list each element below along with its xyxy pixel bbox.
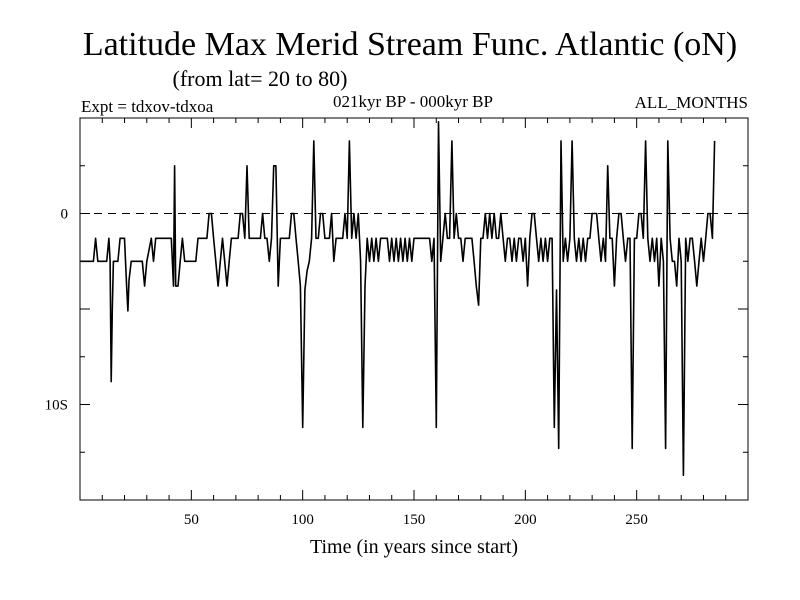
series-line bbox=[80, 121, 716, 476]
y-tick-label: 10S bbox=[45, 398, 68, 414]
x-tick-label: 100 bbox=[291, 512, 314, 528]
x-tick-label: 50 bbox=[184, 512, 199, 528]
y-tick-label: 0 bbox=[61, 207, 69, 223]
x-tick-label: 200 bbox=[514, 512, 537, 528]
x-tick-label: 150 bbox=[403, 512, 426, 528]
x-tick-label: 250 bbox=[625, 512, 648, 528]
period-label: 021kyr BP - 000kyr BP bbox=[333, 92, 493, 111]
months-label: ALL_MONTHS bbox=[635, 93, 748, 112]
x-axis-label: Time (in years since start) bbox=[310, 536, 518, 558]
tick-labels: 50 100 150 200 250 0 10S bbox=[45, 207, 648, 529]
plot-frame bbox=[79, 117, 749, 501]
chart-title: Latitude Max Merid Stream Func. Atlantic… bbox=[83, 26, 737, 63]
chart-subtitle: (from lat= 20 to 80) bbox=[173, 66, 348, 91]
axis-ticks bbox=[80, 118, 748, 500]
experiment-label: Expt = tdxov-tdxoa bbox=[81, 97, 214, 116]
